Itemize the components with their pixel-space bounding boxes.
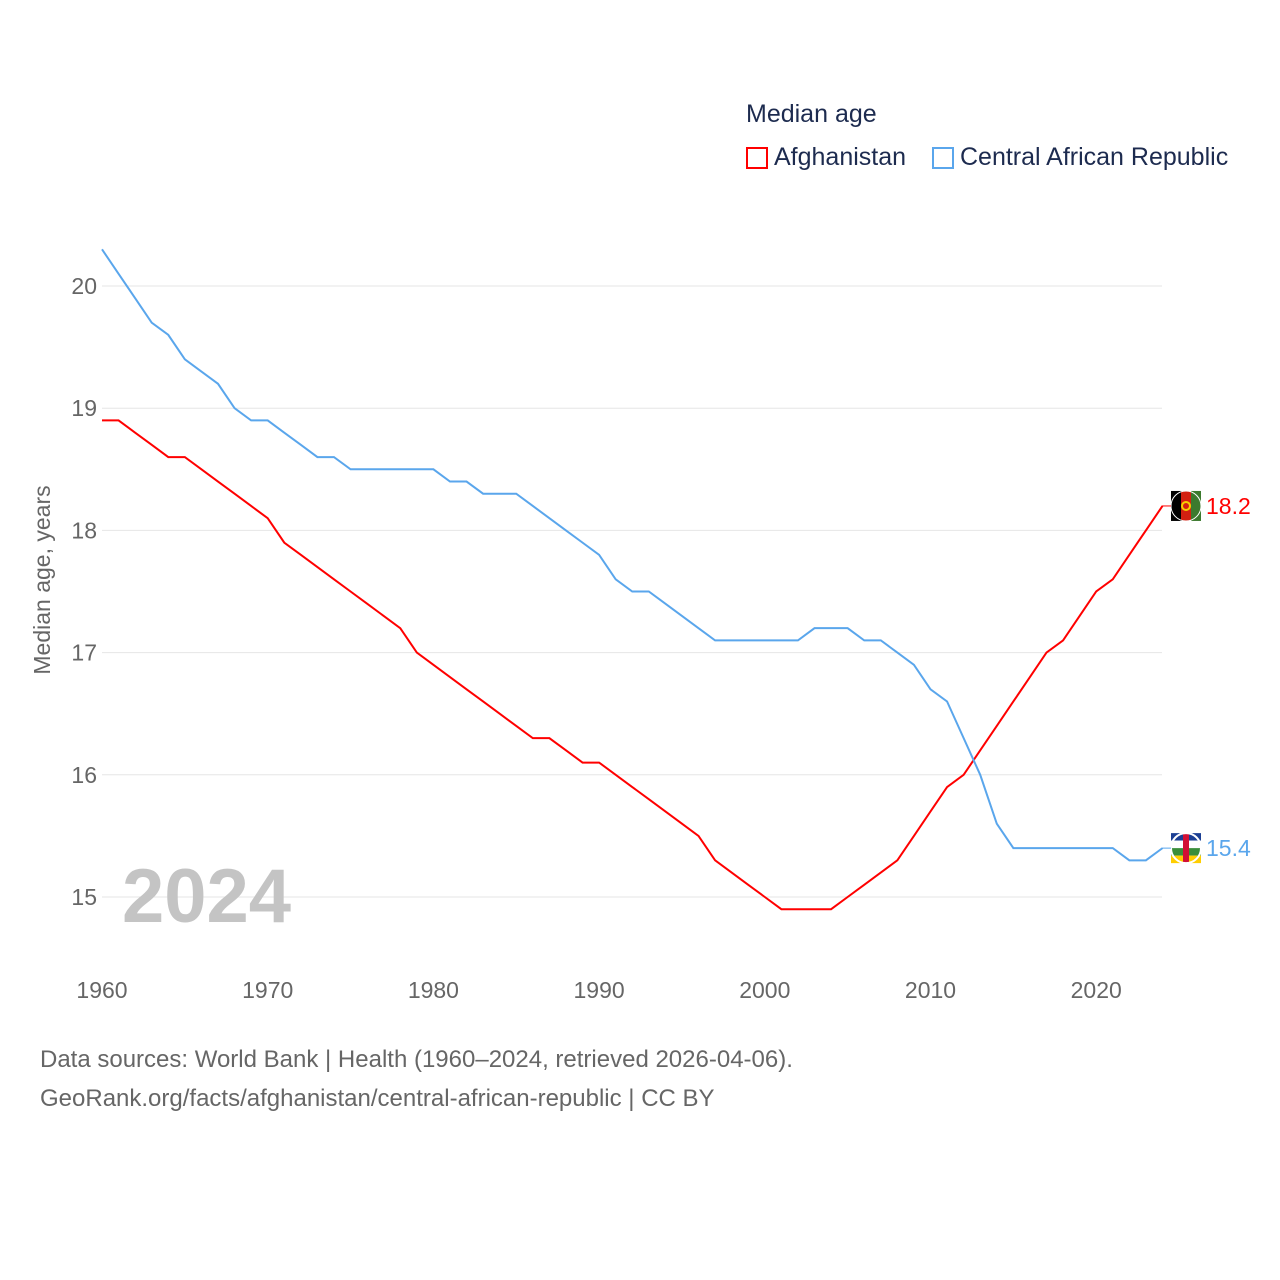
flag-icon-afghanistan bbox=[1170, 490, 1202, 522]
footer-link[interactable]: GeoRank.org/facts/afghanistan/central-af… bbox=[40, 1085, 715, 1112]
legend-swatch bbox=[932, 146, 954, 169]
legend-label: Central African Republic bbox=[960, 143, 1229, 171]
y-tick-label: 19 bbox=[71, 395, 97, 421]
x-tick-label: 1990 bbox=[574, 977, 625, 1003]
flag-icon-car bbox=[1170, 832, 1202, 865]
y-tick-label: 20 bbox=[71, 273, 97, 299]
series-line-afghanistan bbox=[102, 419, 1164, 911]
legend-title: Median age bbox=[746, 100, 877, 128]
year-label: 2024 bbox=[122, 854, 291, 939]
footer-sources: Data sources: World Bank | Health (1960–… bbox=[40, 1046, 793, 1073]
x-tick-label: 1970 bbox=[242, 977, 293, 1003]
y-tick-label: 15 bbox=[71, 884, 97, 910]
end-value-label: 18.2 bbox=[1206, 493, 1251, 519]
x-tick-label: 2020 bbox=[1071, 977, 1122, 1003]
x-tick-label: 2000 bbox=[739, 977, 790, 1003]
series-line-car bbox=[101, 248, 1164, 862]
x-tick-label: 1980 bbox=[408, 977, 459, 1003]
legend-item-afghanistan[interactable]: Afghanistan bbox=[746, 143, 906, 172]
y-tick-label: 18 bbox=[71, 517, 97, 543]
y-tick-label: 17 bbox=[71, 640, 97, 666]
end-value-label: 15.4 bbox=[1206, 835, 1251, 861]
x-tick-label: 2010 bbox=[905, 977, 956, 1003]
legend-label: Afghanistan bbox=[774, 143, 907, 171]
legend-swatch bbox=[746, 146, 768, 169]
y-tick-label: 16 bbox=[71, 762, 97, 788]
legend-item-car[interactable]: Central African Republic bbox=[932, 143, 1228, 172]
x-tick-label: 1960 bbox=[76, 977, 127, 1003]
y-axis-label: Median age, years bbox=[29, 485, 55, 674]
